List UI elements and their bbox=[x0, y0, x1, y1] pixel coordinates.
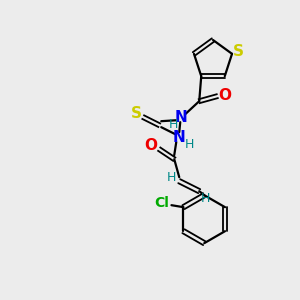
Text: H: H bbox=[201, 192, 210, 205]
Text: N: N bbox=[173, 130, 186, 145]
Text: S: S bbox=[131, 106, 142, 121]
Text: N: N bbox=[175, 110, 188, 125]
Text: O: O bbox=[219, 88, 232, 103]
Text: O: O bbox=[145, 138, 158, 153]
Text: S: S bbox=[232, 44, 244, 59]
Text: H: H bbox=[184, 138, 194, 151]
Text: Cl: Cl bbox=[154, 196, 169, 210]
Text: H: H bbox=[169, 118, 178, 131]
Text: H: H bbox=[167, 171, 176, 184]
